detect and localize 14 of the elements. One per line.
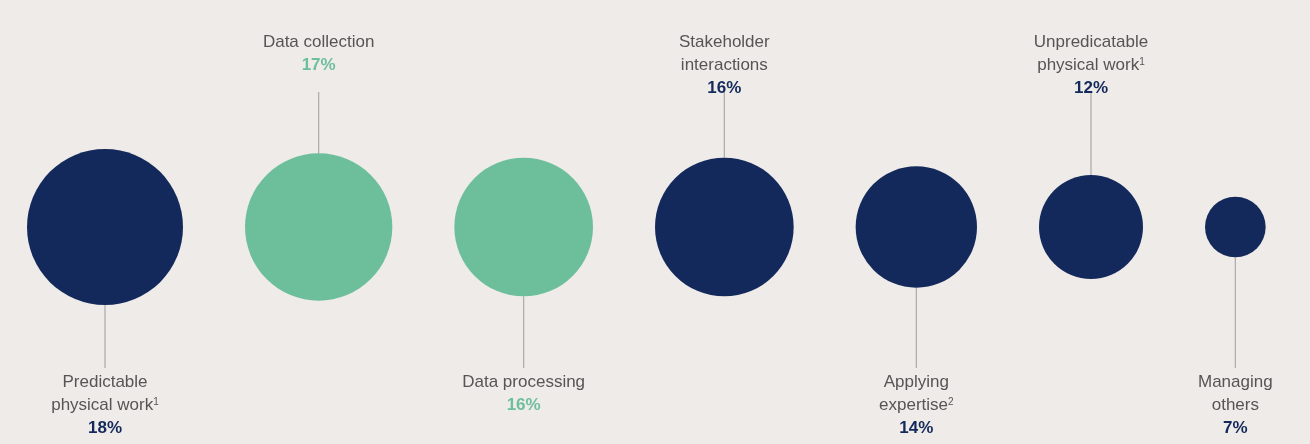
- data-label: 7%: [1223, 418, 1248, 437]
- category-label: Predictable physical work$^{1}$: [51, 372, 160, 414]
- data-label: 12%: [1073, 78, 1109, 97]
- category-label: Data collection: [262, 32, 375, 51]
- data-label: 18%: [87, 418, 123, 437]
- category-label: Applying expertise$^{2}$: [879, 372, 955, 414]
- data-label: 14%: [899, 418, 934, 437]
- category-label: Managing others: [1198, 372, 1273, 414]
- data-label: 16%: [707, 78, 742, 97]
- data-label: 17%: [301, 55, 336, 74]
- category-label: Unpredicatable physical work$^{1}$: [1033, 32, 1149, 74]
- data-label: 16%: [506, 395, 541, 414]
- category-label: Data processing: [462, 372, 586, 391]
- category-label: Stakeholder interactions: [678, 32, 771, 74]
